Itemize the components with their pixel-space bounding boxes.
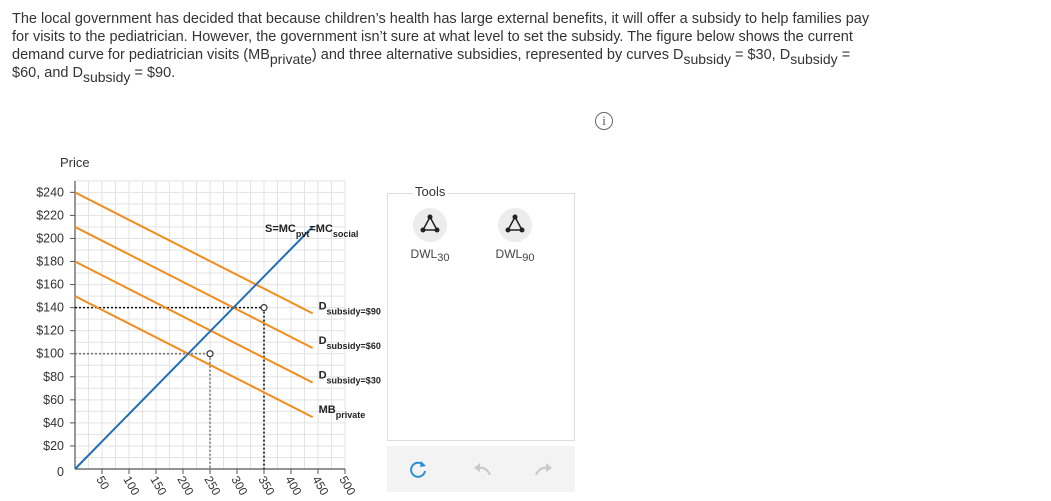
- x-tick-label: 350: [255, 474, 277, 499]
- dwl30-tool[interactable]: DWL30: [390, 208, 470, 264]
- bottom-toolbar: [387, 446, 575, 492]
- info-icon[interactable]: i: [595, 112, 613, 130]
- x-tick-label: 200: [174, 474, 196, 499]
- x-tick-label: 150: [147, 474, 169, 499]
- y-tick-label: $20: [43, 439, 64, 453]
- redo-icon[interactable]: [533, 458, 555, 480]
- curve-label-d60: Dsubsidy=$60: [319, 335, 381, 351]
- y-tick-label: $180: [36, 255, 64, 269]
- dwl90-tool[interactable]: DWL90: [475, 208, 555, 264]
- triangle-tool-icon: [413, 208, 447, 242]
- y-tick-label: $200: [36, 231, 64, 245]
- x-tick-label: 400: [282, 474, 304, 499]
- question-line-1: The local government has decided that be…: [12, 11, 870, 27]
- question-line-2: for visits to the pediatrician. However,…: [12, 29, 853, 45]
- equilibrium-points: [206, 304, 268, 358]
- y-tick-label: $100: [36, 347, 64, 361]
- demand-curve-d30: [74, 260, 314, 384]
- dwl90-label: DWL90: [495, 247, 535, 264]
- dwl30-label: DWL30: [410, 247, 450, 264]
- undo-icon[interactable]: [471, 458, 493, 480]
- origin-label: 0: [57, 465, 64, 479]
- curve-label-d30: Dsubsidy=$30: [319, 370, 381, 386]
- economics-chart: $20 $40 $60 $80 $100 $120 $140 $160 $180 $200 $220…: [36, 180, 381, 499]
- x-tick-label: 500: [336, 474, 358, 499]
- equilibrium-point: [206, 350, 214, 358]
- y-tick-label: $80: [43, 370, 64, 384]
- supply-label: S=MCpvt=MCsocial: [265, 223, 358, 239]
- y-tick-label: $140: [36, 301, 64, 315]
- x-tick-label: 300: [228, 474, 250, 499]
- demand-curve-d90: [74, 191, 314, 315]
- curve-label-d90: Dsubsidy=$90: [319, 300, 381, 316]
- reset-icon[interactable]: [407, 458, 429, 480]
- y-tick-label: $220: [36, 208, 64, 222]
- x-tick-label: 450: [309, 474, 331, 499]
- x-tick-label: 100: [120, 474, 142, 499]
- y-tick-label: $120: [36, 324, 64, 338]
- y-tick-label: $40: [43, 416, 64, 430]
- demand-curve-mb: [74, 295, 314, 419]
- question-text: The local government has decided that be…: [12, 10, 1012, 85]
- y-tick-label: $160: [36, 278, 64, 292]
- curve-label-mb: MBprivate: [319, 404, 366, 420]
- supply-curve: [74, 226, 314, 470]
- y-tick-label: $60: [43, 393, 64, 407]
- question-line-3: demand curve for pediatrician visits (MB…: [12, 47, 851, 67]
- x-tick-label: 250: [201, 474, 223, 499]
- curve-labels: MBprivate Dsubsidy=$30 Dsubsidy=$60 Dsubsid…: [265, 223, 381, 420]
- y-axis-title: Price: [60, 155, 90, 170]
- tools-title: Tools: [413, 184, 448, 199]
- demand-curve-d60: [74, 226, 314, 349]
- x-tick-label: 50: [93, 474, 112, 493]
- y-tick-label: $240: [36, 185, 64, 199]
- question-line-4: $60, and Dsubsidy = $90.: [12, 65, 176, 85]
- triangle-tool-icon: [498, 208, 532, 242]
- equilibrium-point: [260, 304, 268, 312]
- chart-curves: [74, 191, 314, 470]
